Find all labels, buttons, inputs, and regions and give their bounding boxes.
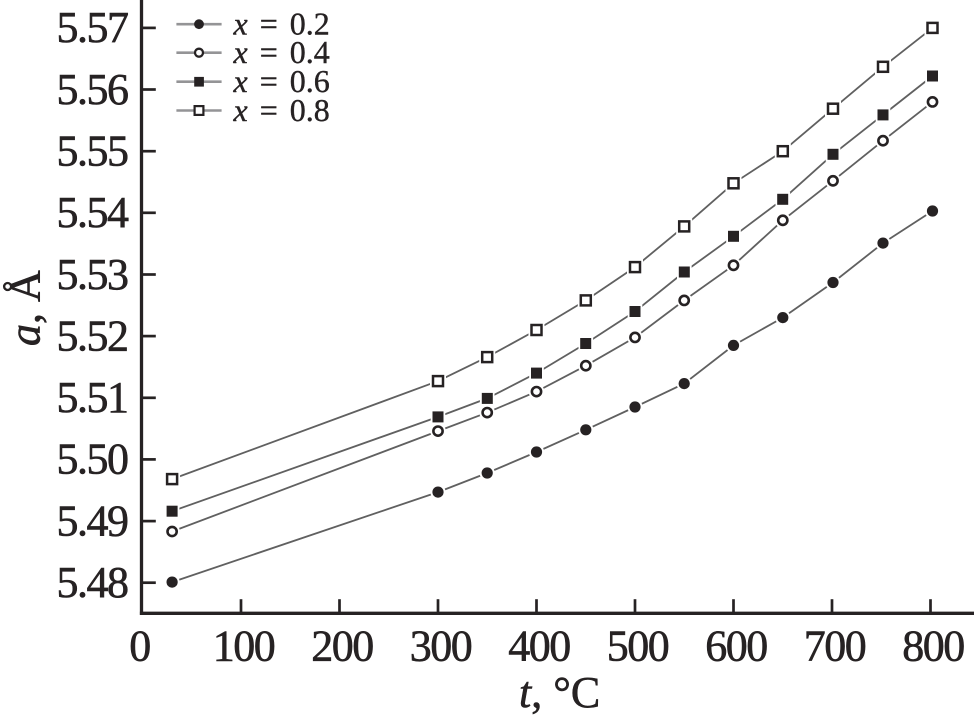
svg-text:5.54: 5.54 (57, 188, 130, 237)
svg-text:5.57: 5.57 (57, 3, 129, 52)
svg-text:5.50: 5.50 (57, 435, 129, 484)
svg-text:100: 100 (213, 622, 275, 671)
svg-text:300: 300 (410, 622, 472, 671)
svg-text:600: 600 (705, 622, 767, 671)
svg-text:x = 0.4: x = 0.4 (233, 34, 330, 70)
svg-text:500: 500 (607, 622, 669, 671)
svg-text:x = 0.6: x = 0.6 (233, 63, 330, 99)
svg-text:5.49: 5.49 (57, 496, 129, 545)
svg-text:t, °C: t, °C (519, 668, 600, 717)
svg-text:a, Å: a, Å (1, 270, 50, 346)
svg-text:x = 0.2: x = 0.2 (233, 6, 330, 42)
svg-text:5.48: 5.48 (57, 558, 129, 607)
svg-text:700: 700 (804, 622, 866, 671)
svg-text:5.52: 5.52 (57, 311, 128, 360)
svg-text:200: 200 (311, 622, 373, 671)
svg-text:5.56: 5.56 (57, 65, 129, 114)
svg-text:5.51: 5.51 (57, 373, 128, 422)
svg-text:x = 0.8: x = 0.8 (233, 92, 330, 128)
svg-text:5.53: 5.53 (57, 250, 129, 299)
svg-text:400: 400 (508, 622, 570, 671)
svg-text:800: 800 (902, 622, 964, 671)
svg-text:5.55: 5.55 (57, 127, 129, 176)
svg-text:0: 0 (129, 622, 150, 671)
